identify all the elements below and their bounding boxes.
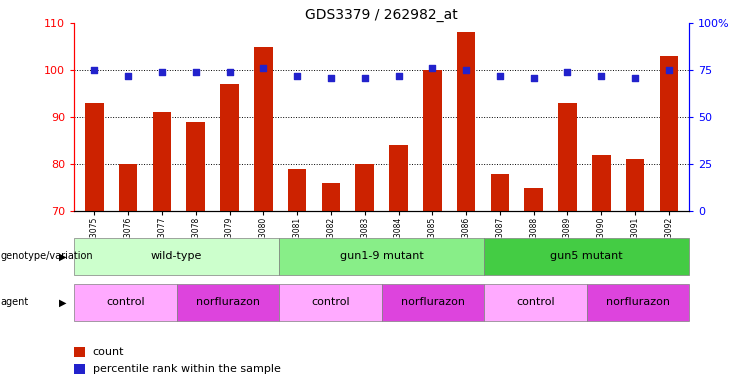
Bar — [85, 103, 104, 211]
Bar — [382, 284, 484, 321]
Bar — [279, 284, 382, 321]
Bar — [279, 238, 484, 275]
Text: norflurazon: norflurazon — [606, 297, 670, 308]
Text: norflurazon: norflurazon — [401, 297, 465, 308]
Point — [122, 73, 134, 79]
Bar — [484, 238, 689, 275]
Bar — [176, 284, 279, 321]
Point — [156, 69, 168, 75]
Bar — [592, 155, 611, 211]
Text: agent: agent — [1, 297, 29, 308]
Text: percentile rank within the sample: percentile rank within the sample — [93, 364, 280, 374]
Bar — [587, 284, 689, 321]
Point — [426, 65, 438, 71]
Point — [257, 65, 269, 71]
Text: wild-type: wild-type — [151, 251, 202, 262]
Point — [291, 73, 303, 79]
Bar — [119, 164, 138, 211]
Bar — [288, 169, 307, 211]
Bar — [74, 238, 279, 275]
Bar — [625, 159, 645, 211]
Text: control: control — [311, 297, 350, 308]
Bar — [456, 33, 476, 211]
Point — [663, 67, 675, 73]
Text: count: count — [93, 347, 124, 357]
Text: gun1-9 mutant: gun1-9 mutant — [339, 251, 424, 262]
Text: gun5 mutant: gun5 mutant — [551, 251, 623, 262]
Point — [224, 69, 236, 75]
Point — [595, 73, 607, 79]
Bar — [322, 183, 340, 211]
Bar — [423, 70, 442, 211]
Bar — [659, 56, 678, 211]
Bar — [356, 164, 374, 211]
Bar — [491, 174, 509, 211]
Point — [190, 69, 202, 75]
Point — [494, 73, 506, 79]
Title: GDS3379 / 262982_at: GDS3379 / 262982_at — [305, 8, 458, 22]
Text: control: control — [516, 297, 555, 308]
Text: norflurazon: norflurazon — [196, 297, 260, 308]
Bar — [74, 284, 176, 321]
Text: ▶: ▶ — [59, 251, 67, 262]
Point — [562, 69, 574, 75]
Text: genotype/variation: genotype/variation — [1, 251, 93, 262]
Point — [393, 73, 405, 79]
Point — [629, 74, 641, 81]
Point — [528, 74, 539, 81]
Bar — [74, 364, 85, 374]
Bar — [389, 146, 408, 211]
Text: ▶: ▶ — [59, 297, 67, 308]
Point — [359, 74, 370, 81]
Bar — [74, 346, 85, 357]
Bar — [220, 84, 239, 211]
Bar — [525, 188, 543, 211]
Bar — [484, 284, 587, 321]
Bar — [153, 113, 171, 211]
Bar — [558, 103, 576, 211]
Point — [88, 67, 100, 73]
Bar — [187, 122, 205, 211]
Text: control: control — [106, 297, 144, 308]
Bar — [254, 46, 273, 211]
Point — [325, 74, 337, 81]
Point — [460, 67, 472, 73]
